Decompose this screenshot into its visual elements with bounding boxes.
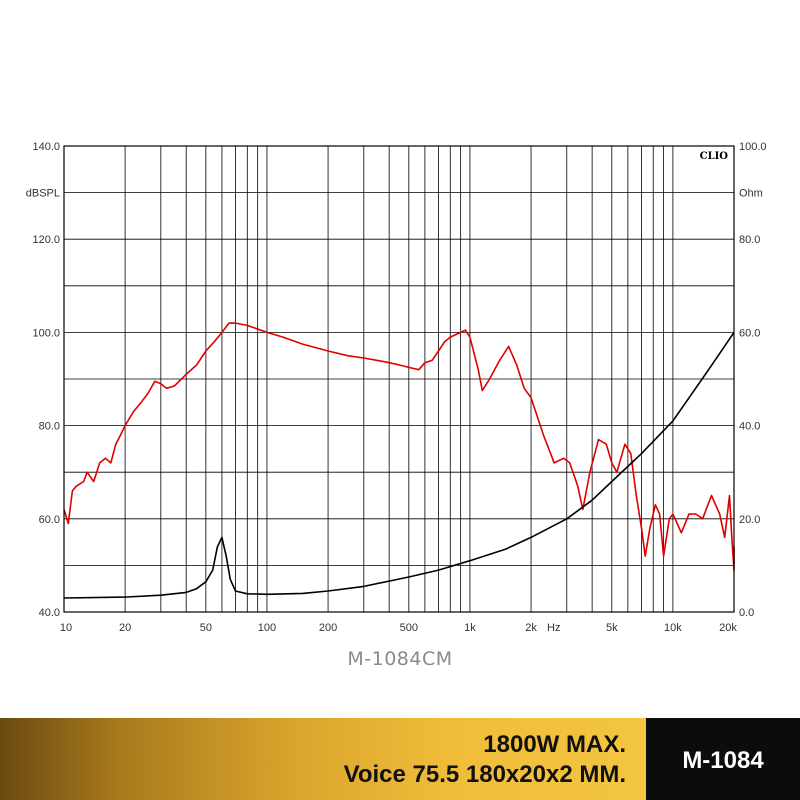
x-tick-label: 200 <box>319 622 337 634</box>
y-right-tick-label: 20.0 <box>739 514 760 526</box>
y-left-tick-label: 100.0 <box>32 327 60 339</box>
model-name: M-1084 <box>682 747 764 774</box>
banner-model-panel: M-1084 <box>646 718 800 800</box>
y-left-tick-label: 40.0 <box>39 607 60 619</box>
banner-gold-panel: 1800W MAX. Voice 75.5 180x20x2 MM. <box>0 718 646 800</box>
chart-caption: M-1084CM <box>347 648 453 670</box>
spec-power: 1800W MAX. <box>483 731 626 758</box>
chart-curves <box>63 322 735 599</box>
x-tick-label: 5k <box>606 622 618 634</box>
clio-watermark: CLIO <box>700 151 729 162</box>
spec-banner: 1800W MAX. Voice 75.5 180x20x2 MM. M-108… <box>0 718 800 800</box>
spl-curve <box>63 322 735 571</box>
chart-labels: 40.0 60.0 80.0 100.0 120.0 140.0 dBSPL 0.0 20.0 4… <box>26 141 767 634</box>
y-left-tick-label: 120.0 <box>32 234 60 246</box>
x-tick-label: 20k <box>719 622 737 634</box>
x-tick-label: 1k <box>464 622 476 634</box>
y-right-tick-label: 60.0 <box>739 327 760 339</box>
x-tick-label: 10k <box>664 622 682 634</box>
y-left-tick-label: 60.0 <box>39 514 60 526</box>
x-tick-label: 10 <box>60 622 72 634</box>
x-tick-label: 20 <box>119 622 131 634</box>
x-unit-label: Hz <box>547 622 560 634</box>
chart-grid <box>64 146 734 612</box>
spec-voice-coil: Voice 75.5 180x20x2 MM. <box>343 761 626 788</box>
y-right-tick-label: 0.0 <box>739 607 754 619</box>
x-tick-label: 100 <box>258 622 276 634</box>
y-right-tick-label: 40.0 <box>739 421 760 433</box>
y-left-tick-label: 140.0 <box>32 141 60 153</box>
frequency-response-chart: 40.0 60.0 80.0 100.0 120.0 140.0 dBSPL 0.0 20.0 4… <box>26 141 767 634</box>
x-tick-label: 2k <box>525 622 537 634</box>
x-tick-label: 500 <box>400 622 418 634</box>
y-right-unit-label: Ohm <box>739 188 763 200</box>
plot-frame <box>63 145 735 613</box>
y-right-tick-label: 100.0 <box>739 141 767 153</box>
y-left-unit-label: dBSPL <box>26 188 60 200</box>
impedance-curve <box>63 331 735 599</box>
y-right-tick-label: 80.0 <box>739 234 760 246</box>
x-tick-label: 50 <box>200 622 212 634</box>
y-left-tick-label: 80.0 <box>39 421 60 433</box>
